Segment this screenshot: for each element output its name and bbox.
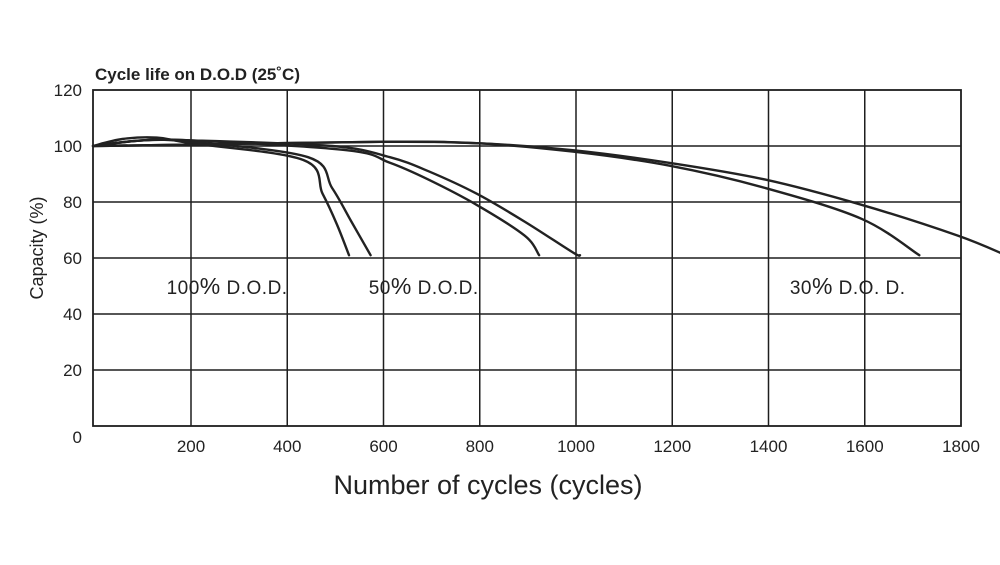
x-tick-label: 1600: [846, 437, 884, 456]
y-tick-label: 20: [63, 361, 82, 380]
annotation-part: 100: [167, 278, 200, 299]
annotation-part: D.O. D.: [833, 278, 906, 299]
series-line: [91, 140, 1000, 254]
series-lines: [91, 136, 1000, 257]
series-annotation: 50% D.O.D.: [369, 273, 479, 299]
y-tick-label: 60: [63, 249, 82, 268]
series-annotations: 100% D.O.D. 50% D.O.D. 30% D.O. D.: [167, 273, 906, 299]
y-tick-label: 0: [73, 428, 82, 447]
y-tick-label: 120: [54, 81, 82, 100]
series-line: [91, 140, 921, 257]
series-line: [91, 138, 372, 257]
annotation-part: 50: [369, 278, 391, 299]
x-tick-label: 1200: [653, 437, 691, 456]
series-annotation: 30% D.O. D.: [790, 273, 906, 299]
y-axis-label: Capacity (%): [27, 196, 47, 299]
x-tick-label: 600: [369, 437, 397, 456]
x-tick-label: 400: [273, 437, 301, 456]
series-line: [91, 138, 541, 257]
x-tick-labels: 200 400 600 800 1000 1200 1400 1600 1800: [177, 437, 980, 456]
annotation-part: 30: [790, 278, 812, 299]
x-axis-label: Number of cycles (cycles): [333, 470, 642, 500]
y-tick-labels: 0 20 40 60 80 100 120: [54, 81, 82, 447]
series-line: [91, 138, 582, 257]
series-annotation: 100% D.O.D.: [167, 273, 288, 299]
series-line: [91, 136, 351, 257]
x-tick-label: 800: [466, 437, 494, 456]
annotation-part: %: [391, 273, 412, 299]
y-tick-label: 40: [63, 305, 82, 324]
x-tick-label: 1800: [942, 437, 980, 456]
chart-title: Cycle life on D.O.D (25˚C): [95, 65, 300, 84]
y-tick-label: 100: [54, 137, 82, 156]
x-tick-label: 200: [177, 437, 205, 456]
x-tick-label: 1000: [557, 437, 595, 456]
x-tick-label: 1400: [750, 437, 788, 456]
plot-frame: [92, 89, 962, 427]
annotation-part: %: [812, 273, 833, 299]
annotation-part: D.O.D.: [221, 278, 288, 299]
annotation-part: %: [200, 273, 221, 299]
y-tick-label: 80: [63, 193, 82, 212]
annotation-part: D.O.D.: [412, 278, 479, 299]
